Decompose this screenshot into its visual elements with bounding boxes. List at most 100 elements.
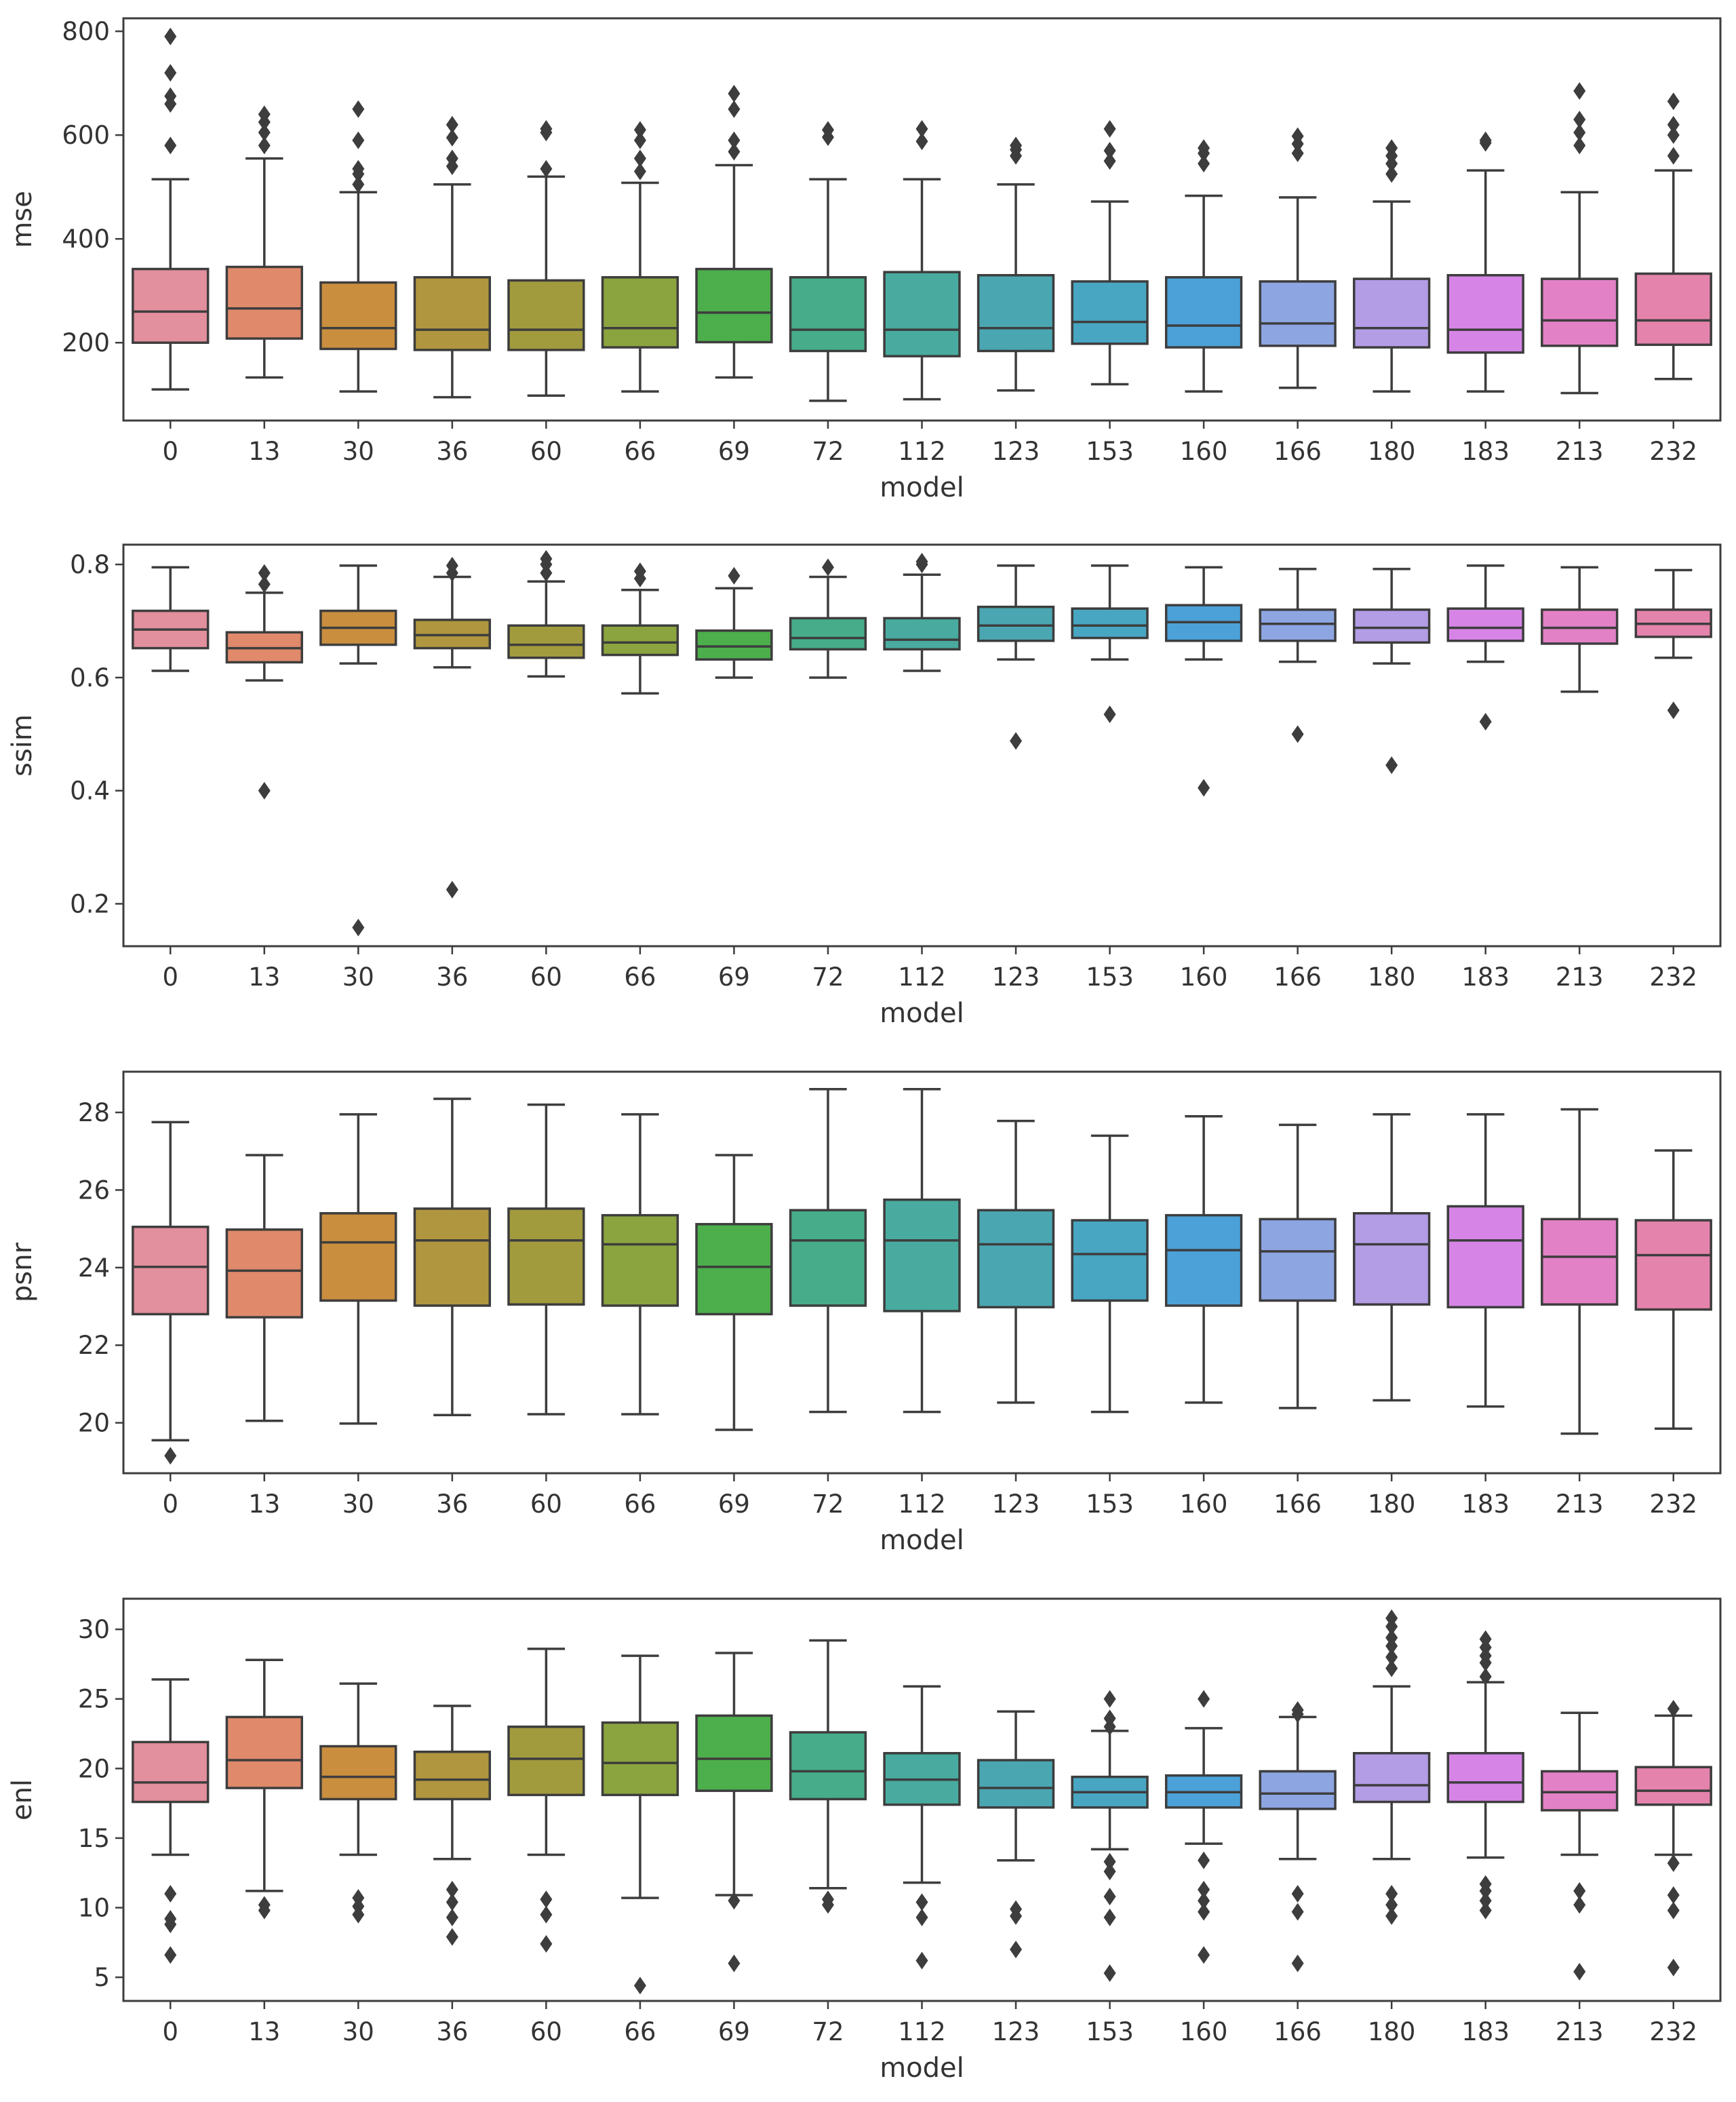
box-model-36: [413, 115, 492, 399]
outlier-point: [1198, 1946, 1210, 1964]
outlier-point: [164, 64, 177, 82]
outlier-point: [633, 121, 646, 139]
outlier-point: [728, 100, 741, 118]
outlier-point: [1573, 82, 1586, 100]
iqr-box: [1541, 1770, 1619, 1812]
x-tick-label: 66: [624, 437, 656, 466]
outlier-point: [1010, 136, 1023, 155]
outlier-point: [540, 1934, 553, 1953]
box-model-0: [132, 1121, 210, 1465]
outlier-point: [633, 131, 646, 149]
box-model-13: [225, 105, 303, 379]
outlier-point: [1667, 701, 1680, 720]
outlier-point: [1198, 139, 1210, 157]
box-model-69: [695, 84, 773, 379]
x-tick-label: 69: [718, 437, 750, 466]
box-model-180: [1352, 1113, 1431, 1402]
x-axis-label: model: [880, 2052, 964, 2084]
outlier-point: [1385, 756, 1398, 775]
x-tick-label: 183: [1461, 2017, 1510, 2046]
iqr-box: [1541, 277, 1619, 347]
outlier-point: [1385, 1609, 1398, 1627]
box-model-232: [1634, 92, 1712, 381]
box-model-232: [1634, 1149, 1712, 1430]
iqr-box: [319, 1212, 397, 1302]
outlier-point: [1198, 779, 1210, 797]
outlier-point: [1198, 1903, 1210, 1921]
iqr-box: [1446, 274, 1524, 354]
y-axis-label: enl: [7, 1779, 38, 1821]
box-model-123: [976, 1119, 1055, 1404]
y-tick-label: 400: [62, 225, 110, 254]
x-tick-label: 180: [1368, 437, 1416, 466]
iqr-box: [883, 271, 961, 357]
panel-ssim: 0.2 0.4 0.6 0.8 ssim 0 13 30 36 60 66 69 72 112 123 153…: [7, 543, 1722, 1029]
outlier-point: [1103, 1964, 1116, 1982]
y-axis-label: psnr: [7, 1242, 38, 1302]
box-model-153: [1071, 1690, 1149, 1982]
box-model-60: [507, 119, 585, 397]
box-model-13: [225, 1154, 303, 1422]
outlier-point: [164, 1909, 177, 1928]
box-model-183: [1446, 1630, 1524, 1920]
box-model-69: [695, 1154, 773, 1431]
x-tick-label: 166: [1274, 1490, 1322, 1519]
x-tick-label: 232: [1649, 437, 1697, 466]
iqr-box: [789, 617, 867, 651]
box-model-69: [695, 1652, 773, 1972]
outlier-point: [258, 1896, 271, 1914]
outlier-point: [540, 1890, 553, 1909]
x-tick-label: 213: [1556, 2017, 1604, 2046]
box-model-160: [1164, 1115, 1243, 1404]
outlier-point: [446, 149, 458, 168]
y-tick-label: 0.4: [70, 777, 110, 806]
x-tick-label: 166: [1274, 962, 1322, 992]
x-tick-label: 160: [1180, 1490, 1228, 1519]
y-tick-label: 24: [78, 1253, 110, 1283]
y-tick-label: 200: [62, 328, 110, 357]
outlier-point: [164, 27, 177, 45]
box-model-66: [601, 121, 679, 393]
outlier-point: [728, 1954, 741, 1972]
outlier-point: [446, 1893, 458, 1911]
outlier-point: [1479, 712, 1492, 731]
iqr-box: [132, 1226, 210, 1316]
x-tick-label: 69: [718, 2017, 750, 2046]
box-model-183: [1446, 1113, 1524, 1408]
outlier-point: [446, 115, 458, 134]
x-tick-label: 232: [1649, 962, 1697, 992]
outlier-point: [1103, 705, 1116, 724]
iqr-box: [132, 267, 210, 344]
outlier-point: [164, 1885, 177, 1903]
iqr-box: [1071, 1219, 1149, 1302]
outlier-point: [1667, 1901, 1680, 1920]
outlier-point: [446, 556, 458, 575]
box-model-153: [1071, 119, 1149, 386]
outlier-point: [633, 1977, 646, 1995]
outlier-point: [1573, 136, 1586, 155]
x-tick-label: 112: [898, 1490, 946, 1519]
y-axis-label: mse: [7, 191, 38, 248]
outlier-point: [915, 119, 928, 138]
x-tick-label: 166: [1274, 2017, 1322, 2046]
box-model-123: [976, 136, 1055, 392]
iqr-box: [695, 1714, 773, 1792]
outlier-point: [1291, 1903, 1304, 1921]
box-model-180: [1352, 139, 1431, 393]
x-tick-label: 36: [436, 1490, 468, 1519]
iqr-box: [319, 281, 397, 351]
y-tick-label: 26: [78, 1175, 110, 1205]
x-tick-label: 0: [162, 962, 178, 992]
x-tick-label: 0: [162, 1490, 178, 1519]
box-model-160: [1164, 566, 1243, 797]
outlier-point: [258, 575, 271, 593]
outlier-point: [915, 1893, 928, 1911]
x-tick-label: 0: [162, 437, 178, 466]
box-model-36: [413, 1097, 492, 1416]
iqr-box: [601, 1213, 679, 1307]
x-tick-label: 13: [248, 962, 280, 992]
x-tick-label: 66: [624, 2017, 656, 2046]
x-tick-label: 160: [1180, 437, 1228, 466]
box-model-0: [132, 27, 210, 391]
